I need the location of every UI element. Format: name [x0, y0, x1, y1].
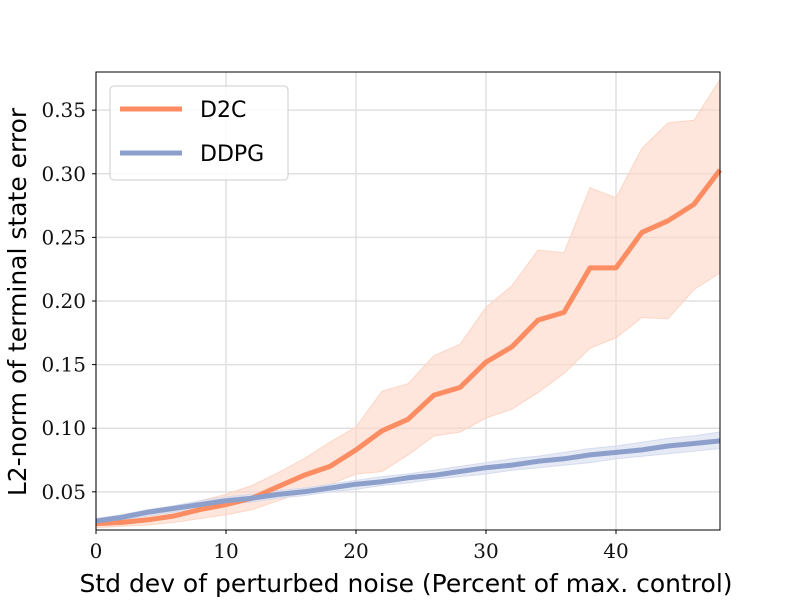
legend-label-d2c: D2C: [200, 98, 246, 123]
line-ddpg: [95, 438, 721, 524]
x-tick-label: 30: [473, 539, 498, 563]
x-axis-label: Std dev of perturbed noise (Percent of m…: [79, 569, 732, 598]
y-axis-label: L2-norm of terminal state error: [3, 107, 32, 496]
legend: D2C DDPG: [109, 85, 289, 181]
y-tick-label: 0.10: [41, 416, 86, 440]
y-axis-ticks: 0.05 0.10 0.15 0.20 0.25 0.30 0.35: [41, 98, 96, 504]
line-d2c: [95, 168, 722, 527]
x-tick-label: 40: [603, 539, 628, 563]
y-tick-label: 0.25: [41, 225, 86, 249]
x-tick-label: 0: [90, 539, 103, 563]
y-tick-label: 0.15: [41, 353, 86, 377]
x-tick-label: 10: [213, 539, 238, 563]
legend-label-ddpg: DDPG: [200, 142, 264, 167]
x-axis-ticks: 0 10 20 30 40: [90, 530, 629, 563]
series-lines: [95, 168, 722, 527]
y-tick-label: 0.35: [41, 98, 86, 122]
y-tick-label: 0.05: [41, 480, 86, 504]
y-tick-label: 0.20: [41, 289, 86, 313]
x-tick-label: 20: [343, 539, 368, 563]
y-tick-label: 0.30: [41, 162, 86, 186]
